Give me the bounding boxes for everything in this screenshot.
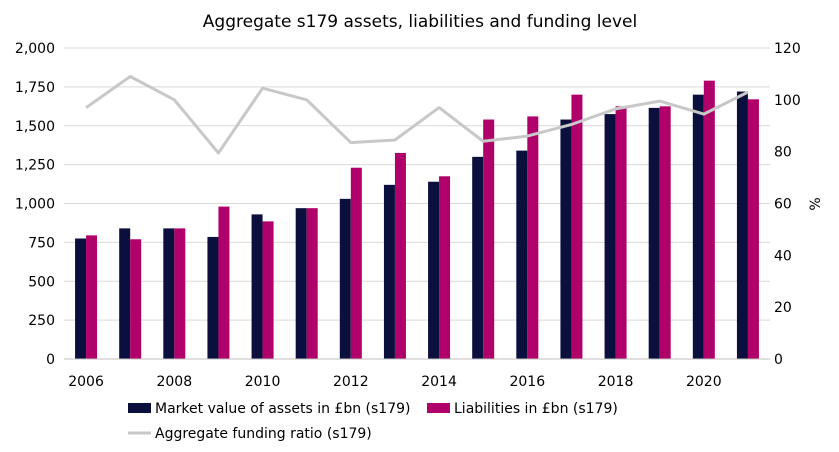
funding-ratio-series-line	[85, 75, 749, 155]
legend-swatch	[128, 403, 151, 413]
chart-title: Aggregate s179 assets, liabilities and f…	[203, 12, 637, 32]
asset-bar	[75, 238, 87, 359]
asset-bar	[207, 236, 219, 359]
liability-bar	[659, 106, 671, 359]
right-axis-tick-label: 40	[774, 248, 792, 264]
liability-bar	[439, 176, 451, 359]
asset-bar	[339, 198, 351, 359]
funding-ratio-line	[85, 75, 749, 155]
liability-bar	[306, 208, 318, 359]
liability-bar	[174, 228, 186, 359]
legend: Market value of assets in £bn (s179) Liab…	[128, 401, 618, 442]
liability-bar	[747, 99, 759, 359]
left-axis-tick-label: 2,000	[15, 41, 55, 57]
legend-label: Market value of assets in £bn (s179)	[155, 401, 411, 417]
liability-bar	[218, 206, 230, 359]
legend-item-funding-ratio: Aggregate funding ratio (s179)	[128, 426, 372, 442]
left-axis-tick-label: 1,500	[15, 119, 55, 135]
x-axis-tick-label: 2018	[598, 374, 634, 390]
liability-bar	[130, 239, 142, 359]
liability-bar	[571, 94, 583, 360]
liability-bar	[615, 106, 627, 359]
asset-bar	[516, 150, 528, 359]
asset-bar	[163, 228, 175, 359]
asset-bar	[648, 107, 660, 360]
x-axis-tick-label: 2016	[509, 374, 545, 390]
x-axis-tick-label: 2020	[686, 374, 722, 390]
right-axis-label: %	[808, 197, 824, 210]
asset-bar	[692, 94, 704, 360]
bars	[75, 80, 759, 360]
asset-bar	[604, 114, 616, 360]
liability-bar	[350, 167, 362, 359]
liability-bar	[394, 152, 406, 359]
asset-bar	[295, 208, 307, 359]
left-axis-tick-label: 250	[28, 313, 55, 329]
left-axis-tick-label: 1,750	[15, 80, 55, 96]
x-axis-tick-label: 2012	[333, 374, 369, 390]
axes: 0 250 500 750 1,000 1,250 1,500 1,750 2,000 0 20 40…	[15, 41, 801, 390]
left-axis-tick-label: 0	[46, 352, 55, 368]
left-axis-tick-label: 750	[28, 235, 55, 251]
asset-bar	[472, 156, 484, 359]
x-axis-tick-label: 2006	[68, 374, 104, 390]
right-axis-tick-label: 20	[774, 300, 792, 316]
right-axis-tick-label: 100	[774, 93, 801, 109]
liability-bar	[262, 221, 274, 359]
left-axis-tick-label: 1,000	[15, 197, 55, 213]
legend-item-liabilities: Liabilities in £bn (s179)	[427, 401, 618, 417]
asset-bar	[251, 214, 263, 359]
x-axis-tick-label: 2008	[156, 374, 192, 390]
liability-bar	[703, 80, 715, 359]
right-axis-tick-label: 60	[774, 197, 792, 213]
liability-bar	[527, 116, 539, 359]
liability-bar	[483, 119, 495, 359]
legend-label: Aggregate funding ratio (s179)	[155, 426, 372, 442]
x-axis-tick-label: 2010	[245, 374, 281, 390]
liability-bar	[86, 235, 98, 359]
legend-swatch	[427, 403, 450, 413]
right-axis-tick-label: 80	[774, 145, 792, 161]
left-axis-tick-label: 1,250	[15, 158, 55, 174]
x-axis-tick-label: 2014	[421, 374, 457, 390]
asset-bar	[560, 119, 572, 359]
left-axis-tick-label: 500	[28, 274, 55, 290]
legend-item-assets: Market value of assets in £bn (s179)	[128, 401, 411, 417]
asset-bar	[736, 91, 748, 359]
right-axis-tick-label: 0	[774, 352, 783, 368]
right-axis-tick-label: 120	[774, 41, 801, 57]
asset-bar	[428, 181, 440, 359]
legend-label: Liabilities in £bn (s179)	[454, 401, 618, 417]
asset-bar	[383, 184, 395, 359]
asset-bar	[119, 228, 131, 359]
